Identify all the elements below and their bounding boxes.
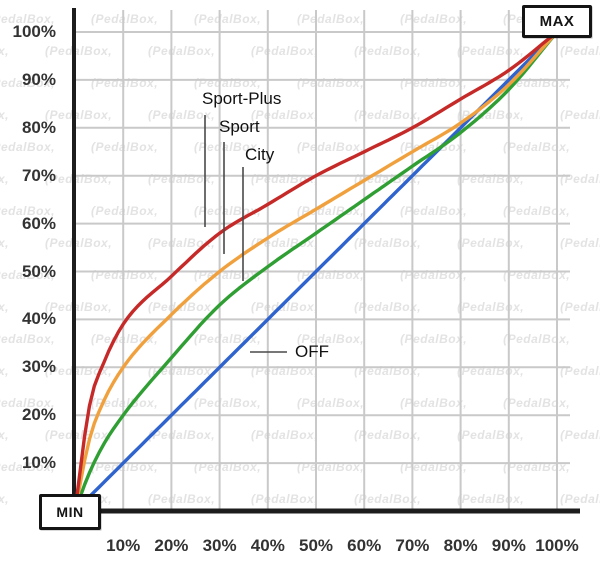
curve-city: [73, 30, 559, 513]
curve-sport-plus: [73, 30, 559, 513]
curve-sport: [73, 30, 559, 513]
min-label: MIN: [56, 504, 84, 520]
min-endpoint-box: MIN: [39, 494, 101, 530]
max-label: MAX: [539, 13, 575, 30]
max-endpoint-box: MAX: [522, 5, 592, 38]
